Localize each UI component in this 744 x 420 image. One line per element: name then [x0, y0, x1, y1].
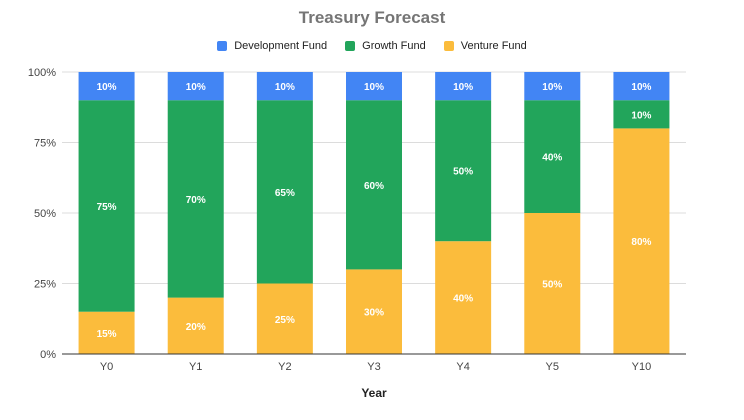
legend-swatch: [443, 41, 454, 51]
data-label: 10%: [364, 82, 384, 93]
bar-segment: [524, 213, 581, 354]
data-label: 25%: [275, 315, 295, 326]
data-label: 10%: [275, 82, 295, 93]
data-label: 20%: [186, 322, 206, 333]
bar-segment: [78, 100, 135, 312]
bar-segment: [256, 283, 313, 354]
data-label: 40%: [542, 153, 562, 164]
legend-swatch: [345, 41, 356, 51]
bar-segment: [78, 311, 135, 354]
bar-segment: [435, 100, 492, 242]
legend-label: Growth Fund: [362, 40, 426, 52]
data-label: 40%: [453, 294, 473, 305]
bar-segment: [256, 72, 313, 101]
x-tick-label: Y3: [367, 361, 380, 373]
bar-segment: [613, 100, 670, 129]
y-tick-label: 100%: [28, 67, 56, 79]
bar-segment: [346, 269, 402, 354]
data-label: 10%: [631, 82, 651, 93]
x-axis-title: Year: [361, 386, 387, 400]
data-label: 50%: [542, 280, 562, 291]
x-tick-label: Y0: [100, 361, 113, 373]
bar-segment: [256, 100, 313, 284]
legend-label: Venture Fund: [460, 40, 527, 52]
bar-segment: [524, 100, 581, 213]
legend: Development Fund Growth Fund Venture Fund: [0, 40, 744, 52]
legend-swatch: [217, 41, 228, 51]
legend-item: Growth Fund: [345, 40, 426, 52]
legend-label: Development Fund: [234, 40, 328, 52]
bar-segment: [167, 72, 224, 101]
data-label: 30%: [364, 308, 384, 319]
bar-segment: [524, 72, 581, 101]
bar-segment: [167, 297, 224, 354]
bar-segment: [346, 100, 402, 270]
bar-segment: [613, 128, 670, 354]
y-tick-label: 25%: [34, 279, 56, 291]
bar-segment: [167, 100, 224, 298]
bar-segment: [346, 72, 402, 101]
data-label: 50%: [453, 167, 473, 178]
y-tick-label: 0%: [40, 349, 56, 361]
data-label: 10%: [186, 82, 206, 93]
x-tick-label: Y5: [546, 361, 559, 373]
bar-segment: [435, 72, 492, 101]
legend-item: Development Fund: [217, 40, 327, 52]
x-tick-label: Y10: [632, 361, 652, 373]
data-label: 10%: [631, 110, 651, 121]
legend-item: Venture Fund: [443, 40, 527, 52]
y-tick-label: 75%: [34, 138, 56, 150]
bar-segment: [613, 72, 670, 101]
data-label: 15%: [97, 329, 117, 340]
x-tick-label: Y4: [456, 361, 469, 373]
x-tick-label: Y1: [189, 361, 202, 373]
bar-segment: [435, 241, 492, 354]
data-label: 10%: [453, 82, 473, 93]
data-label: 80%: [631, 237, 651, 248]
chart-title: Treasury Forecast: [298, 8, 446, 27]
x-tick-label: Y2: [278, 361, 291, 373]
data-label: 60%: [364, 181, 384, 192]
data-label: 10%: [542, 82, 562, 93]
data-label: 10%: [97, 82, 117, 93]
y-tick-label: 50%: [34, 208, 56, 220]
data-label: 65%: [275, 188, 295, 199]
data-label: 70%: [186, 195, 206, 206]
bar-segment: [78, 72, 135, 101]
data-label: 75%: [97, 202, 117, 213]
